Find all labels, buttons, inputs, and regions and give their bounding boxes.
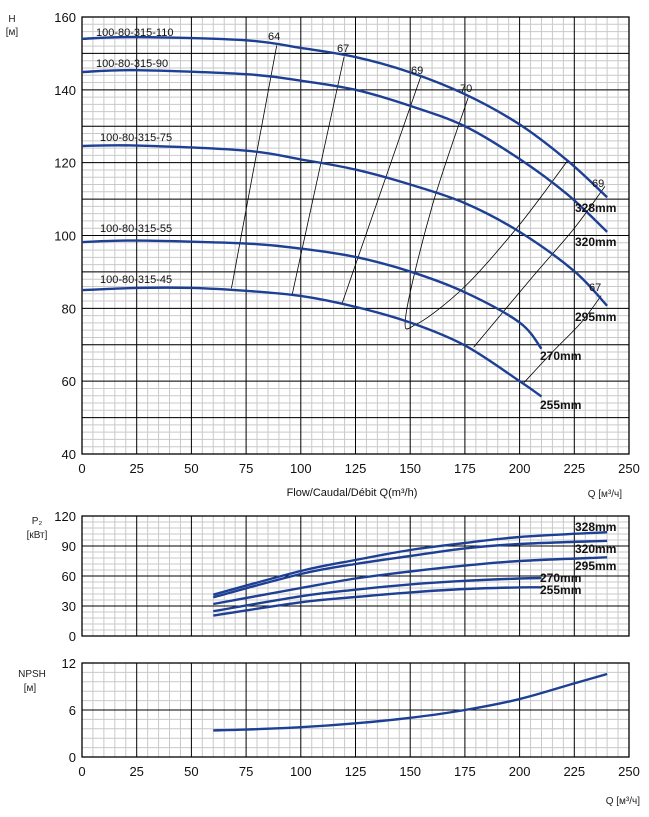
x-tick-label: 150 (399, 764, 421, 779)
head-curve-270mm (81, 239, 543, 350)
x-tick-label: 150 (399, 461, 421, 476)
x-tick-label: 200 (509, 764, 531, 779)
x-axis-unit: Q [м³/ч] (606, 796, 641, 807)
x-axis-label: Flow/Caudal/Débit Q(m³/h) (287, 487, 418, 499)
x-tick-label: 100 (290, 461, 312, 476)
x-tick-label: 250 (618, 461, 640, 476)
efficiency-label: 69 (411, 65, 423, 77)
power-curve-255mm (213, 586, 542, 617)
power-diameter-label: 328mm (575, 520, 616, 534)
y-tick-label: 160 (54, 10, 76, 25)
y-tick-label: 100 (54, 229, 76, 244)
power-diameter-label: 295mm (575, 559, 616, 573)
x-tick-label: 250 (618, 764, 640, 779)
plot-frame (81, 515, 630, 637)
y-tick-label: 30 (62, 599, 76, 614)
x-tick-label: 25 (129, 764, 143, 779)
plot-frame (81, 16, 630, 455)
model-label: 100-80-315-75 (100, 132, 172, 144)
x-tick-label: 50 (184, 764, 198, 779)
impeller-diameter-label: 255mm (540, 398, 581, 412)
power-diameter-label: 320mm (575, 542, 616, 556)
y-axis-unit: [м] (24, 683, 37, 694)
x-tick-label: 225 (563, 461, 585, 476)
y-tick-label: 40 (62, 447, 76, 462)
efficiency-label: 67 (589, 282, 601, 294)
x-axis-unit: Q [м³/ч] (588, 489, 623, 500)
y-tick-label: 60 (62, 374, 76, 389)
x-tick-label: 200 (509, 461, 531, 476)
impeller-diameter-label: 328mm (575, 201, 616, 215)
grid-2 (81, 662, 630, 758)
efficiency-line-69 (341, 76, 422, 304)
power-diameter-label: 255mm (540, 583, 581, 597)
power-curve-295mm (213, 556, 608, 606)
x-tick-label: 50 (184, 461, 198, 476)
x-tick-label: 225 (563, 764, 585, 779)
efficiency-label: 64 (268, 31, 280, 43)
npsh-curve (213, 672, 608, 732)
x-tick-label: 75 (239, 461, 253, 476)
x-tick-label: 0 (78, 764, 85, 779)
impeller-diameter-label: 320mm (575, 235, 616, 249)
y-tick-label: 6 (69, 703, 76, 718)
y-tick-label: 90 (62, 539, 76, 554)
grid-0 (81, 16, 630, 455)
y-tick-label: 60 (62, 569, 76, 584)
efficiency-label: 70 (460, 83, 472, 95)
efficiency-line-67 (291, 56, 345, 296)
model-label: 100-80-315-55 (100, 223, 172, 235)
x-tick-label: 125 (345, 461, 367, 476)
y-tick-label: 12 (62, 656, 76, 671)
efficiency-line-69 (473, 186, 606, 348)
model-label: 100-80-315-45 (100, 274, 172, 286)
x-tick-label: 25 (129, 461, 143, 476)
x-tick-label: 175 (454, 764, 476, 779)
y-tick-label: 140 (54, 83, 76, 98)
efficiency-label: 69 (592, 178, 604, 190)
impeller-diameter-label: 295mm (575, 310, 616, 324)
power-diameter-label: 270mm (540, 571, 581, 585)
x-tick-label: 175 (454, 461, 476, 476)
x-tick-label: 125 (345, 764, 367, 779)
y-axis-unit: [м] (6, 27, 19, 38)
y-axis-label: H (8, 14, 15, 25)
y-tick-label: 0 (69, 629, 76, 644)
y-tick-label: 0 (69, 750, 76, 765)
power-curve-320mm (212, 539, 608, 599)
y-tick-label: 120 (54, 156, 76, 171)
efficiency-line-64 (231, 45, 278, 289)
head-curve-255mm (81, 286, 543, 398)
head-curve-328mm (81, 35, 608, 199)
y-axis-unit: [кВт] (27, 530, 48, 541)
model-label: 100-80-315-110 (96, 27, 173, 39)
x-tick-label: 75 (239, 764, 253, 779)
x-tick-label: 100 (290, 764, 312, 779)
model-label: 100-80-315-90 (96, 58, 168, 70)
efficiency-label: 67 (337, 43, 349, 55)
y-axis-label: P₂ (32, 516, 43, 527)
y-tick-label: 80 (62, 301, 76, 316)
head-curve-295mm (81, 144, 608, 307)
efficiency-line-67 (523, 295, 602, 383)
power-curve-270mm (213, 576, 542, 613)
power-curve-328mm (212, 531, 608, 596)
impeller-diameter-label: 270mm (540, 349, 581, 363)
y-tick-label: 120 (54, 509, 76, 524)
plot-frame (81, 662, 630, 758)
head-curve-320mm (81, 68, 608, 233)
x-tick-label: 0 (78, 461, 85, 476)
y-axis-label: NPSH (18, 669, 46, 680)
